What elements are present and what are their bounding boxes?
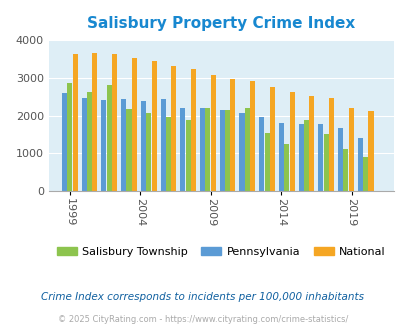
Bar [284, 144, 289, 191]
Bar [121, 99, 126, 191]
Bar [303, 120, 308, 191]
Bar [101, 100, 106, 191]
Bar [309, 96, 313, 191]
Bar [210, 75, 215, 191]
Bar [318, 124, 323, 191]
Bar [362, 157, 367, 191]
Bar [289, 92, 294, 191]
Bar [171, 66, 176, 191]
Bar [107, 85, 111, 191]
Bar [264, 133, 269, 191]
Bar [141, 101, 145, 191]
Bar [343, 149, 347, 191]
Bar [112, 54, 117, 191]
Bar [190, 69, 196, 191]
Bar [72, 54, 77, 191]
Bar [126, 109, 131, 191]
Bar [328, 98, 333, 191]
Bar [180, 108, 185, 191]
Bar [185, 120, 190, 191]
Bar [230, 79, 235, 191]
Bar [166, 117, 171, 191]
Bar [348, 108, 353, 191]
Legend: Salisbury Township, Pennsylvania, National: Salisbury Township, Pennsylvania, Nation… [52, 243, 390, 261]
Bar [244, 108, 249, 191]
Bar [81, 98, 87, 191]
Bar [278, 123, 283, 191]
Bar [298, 124, 303, 191]
Bar [258, 117, 264, 191]
Text: © 2025 CityRating.com - https://www.cityrating.com/crime-statistics/: © 2025 CityRating.com - https://www.city… [58, 315, 347, 324]
Bar [132, 58, 136, 191]
Bar [367, 111, 373, 191]
Bar [151, 61, 156, 191]
Bar [323, 134, 328, 191]
Bar [249, 81, 255, 191]
Bar [269, 87, 274, 191]
Bar [200, 108, 205, 191]
Bar [62, 93, 67, 191]
Title: Salisbury Property Crime Index: Salisbury Property Crime Index [87, 16, 354, 31]
Bar [357, 138, 362, 191]
Bar [337, 128, 342, 191]
Bar [67, 83, 72, 191]
Bar [205, 108, 210, 191]
Bar [239, 113, 244, 191]
Bar [160, 99, 165, 191]
Bar [224, 110, 230, 191]
Bar [87, 92, 92, 191]
Bar [146, 113, 151, 191]
Text: Crime Index corresponds to incidents per 100,000 inhabitants: Crime Index corresponds to incidents per… [41, 292, 364, 302]
Bar [219, 110, 224, 191]
Bar [92, 53, 97, 191]
